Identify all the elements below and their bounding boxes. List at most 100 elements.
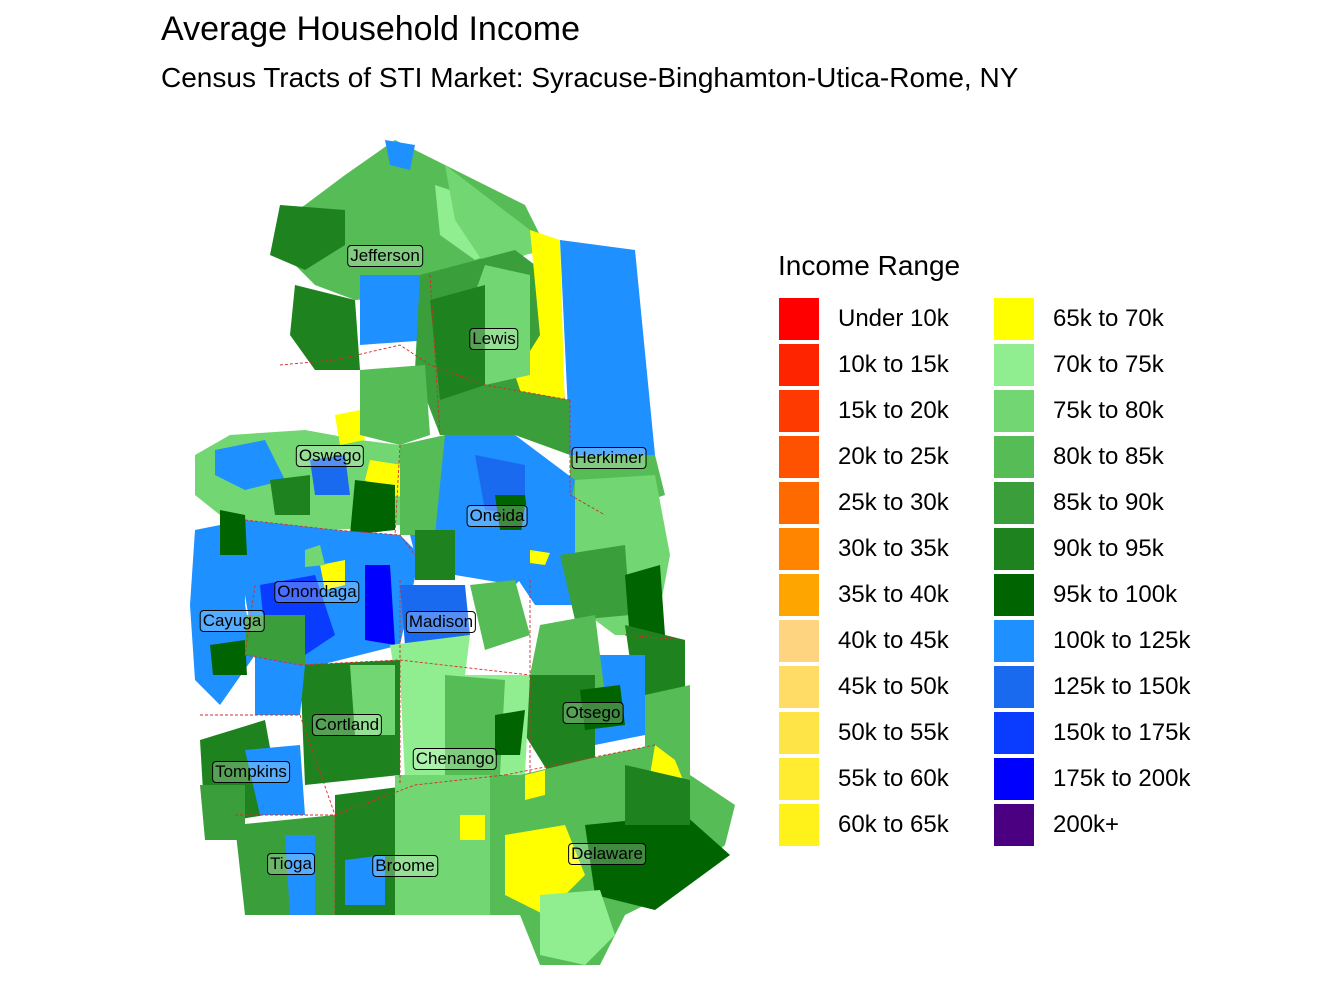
county-boundary — [279, 344, 571, 401]
tract — [215, 440, 285, 490]
legend-label: 65k to 70k — [1053, 305, 1164, 332]
legend-label: 15k to 20k — [838, 397, 949, 424]
county-boundary-layer — [200, 274, 686, 915]
legend-item: 35k to 40k — [778, 572, 973, 618]
legend-item: 95k to 100k — [993, 572, 1190, 618]
county-label-lewis: Lewis — [469, 328, 519, 350]
legend-item: 20k to 25k — [778, 434, 973, 480]
legend-swatch — [778, 527, 820, 571]
legend-item: 50k to 55k — [778, 710, 973, 756]
legend-label: Under 10k — [838, 305, 949, 332]
legend-label: 55k to 60k — [838, 765, 949, 792]
legend-item: Under 10k — [778, 296, 973, 342]
legend-item: 65k to 70k — [993, 296, 1190, 342]
legend-swatch — [778, 803, 820, 847]
county-label-broome: Broome — [372, 855, 438, 877]
legend-swatch — [778, 297, 820, 341]
legend: Income Range Under 10k 10k to 15k 15k to 2… — [778, 250, 1190, 848]
legend-item: 70k to 75k — [993, 342, 1190, 388]
tract — [525, 770, 545, 800]
tract — [470, 580, 530, 650]
county-boundary — [244, 519, 416, 556]
map-svg — [190, 140, 735, 965]
county-boundary — [624, 634, 686, 641]
county-boundary — [504, 744, 656, 776]
county-label-tioga: Tioga — [267, 853, 315, 875]
legend-swatch — [993, 573, 1035, 617]
tract — [445, 165, 545, 265]
legend-swatch — [778, 343, 820, 387]
tract — [415, 530, 455, 580]
legend-swatch — [778, 757, 820, 801]
legend-label: 50k to 55k — [838, 719, 949, 746]
legend-label: 95k to 100k — [1053, 581, 1178, 608]
tract — [560, 240, 655, 455]
county-boundary — [394, 444, 401, 536]
county-boundary — [569, 400, 606, 516]
county-label-cayuga: Cayuga — [199, 610, 265, 632]
legend-item: 200k+ — [993, 802, 1190, 848]
tract — [365, 565, 395, 645]
tract — [625, 765, 690, 825]
legend-swatch — [778, 573, 820, 617]
county-label-madison: Madison — [405, 611, 477, 633]
legend-swatch — [993, 803, 1035, 847]
legend-item: 25k to 30k — [778, 480, 973, 526]
tract — [525, 675, 595, 775]
legend-item: 15k to 20k — [778, 388, 973, 434]
county-label-cortland: Cortland — [311, 714, 383, 736]
legend-swatch — [993, 757, 1035, 801]
legend-item: 100k to 125k — [993, 618, 1190, 664]
legend-label: 75k to 80k — [1053, 397, 1164, 424]
legend-label: 125k to 150k — [1053, 673, 1191, 700]
legend-label: 90k to 95k — [1053, 535, 1164, 562]
legend-label: 100k to 125k — [1053, 627, 1191, 654]
tract — [485, 385, 570, 455]
legend-swatch — [993, 435, 1035, 479]
tract — [530, 550, 550, 565]
county-label-tompkins: Tompkins — [212, 761, 290, 783]
tract — [445, 675, 505, 775]
legend-columns: Under 10k 10k to 15k 15k to 20k 20k to 25k 2… — [778, 296, 1190, 848]
legend-swatch — [778, 619, 820, 663]
legend-label: 80k to 85k — [1053, 443, 1164, 470]
county-label-chenango: Chenango — [412, 748, 498, 770]
legend-column-2: 65k to 70k 70k to 75k 75k to 80k 80k to 85k… — [993, 296, 1190, 848]
legend-item: 40k to 45k — [778, 618, 973, 664]
county-boundary — [235, 774, 506, 816]
tract — [200, 785, 245, 840]
legend-swatch — [993, 665, 1035, 709]
tract — [560, 545, 630, 620]
tract — [335, 410, 365, 445]
county-label-delaware: Delaware — [568, 843, 646, 865]
legend-item: 30k to 35k — [778, 526, 973, 572]
legend-label: 10k to 15k — [838, 351, 949, 378]
tract — [220, 510, 247, 555]
tract — [495, 710, 525, 755]
legend-item: 150k to 175k — [993, 710, 1190, 756]
county-boundary — [200, 714, 336, 816]
tract — [285, 835, 315, 915]
tract — [360, 365, 430, 445]
legend-swatch — [993, 481, 1035, 525]
tract — [245, 745, 305, 815]
tract — [585, 815, 730, 910]
legend-swatch — [993, 389, 1035, 433]
legend-swatch — [778, 435, 820, 479]
legend-item: 45k to 50k — [778, 664, 973, 710]
legend-label: 25k to 30k — [838, 489, 949, 516]
legend-title: Income Range — [778, 250, 961, 281]
legend-swatch — [993, 297, 1035, 341]
tract — [400, 435, 445, 535]
legend-swatch — [778, 711, 820, 755]
legend-item: 85k to 90k — [993, 480, 1190, 526]
tract — [350, 665, 395, 735]
tract-layer — [190, 140, 735, 965]
county-label-herkimer: Herkimer — [571, 447, 647, 469]
legend-swatch — [993, 711, 1035, 755]
legend-item: 125k to 150k — [993, 664, 1190, 710]
legend-item: 60k to 65k — [778, 802, 973, 848]
tract — [270, 205, 345, 270]
legend-label: 200k+ — [1053, 811, 1120, 838]
choropleth-map: Jefferson Lewis Oswego Herkimer Oneida O… — [185, 135, 745, 975]
